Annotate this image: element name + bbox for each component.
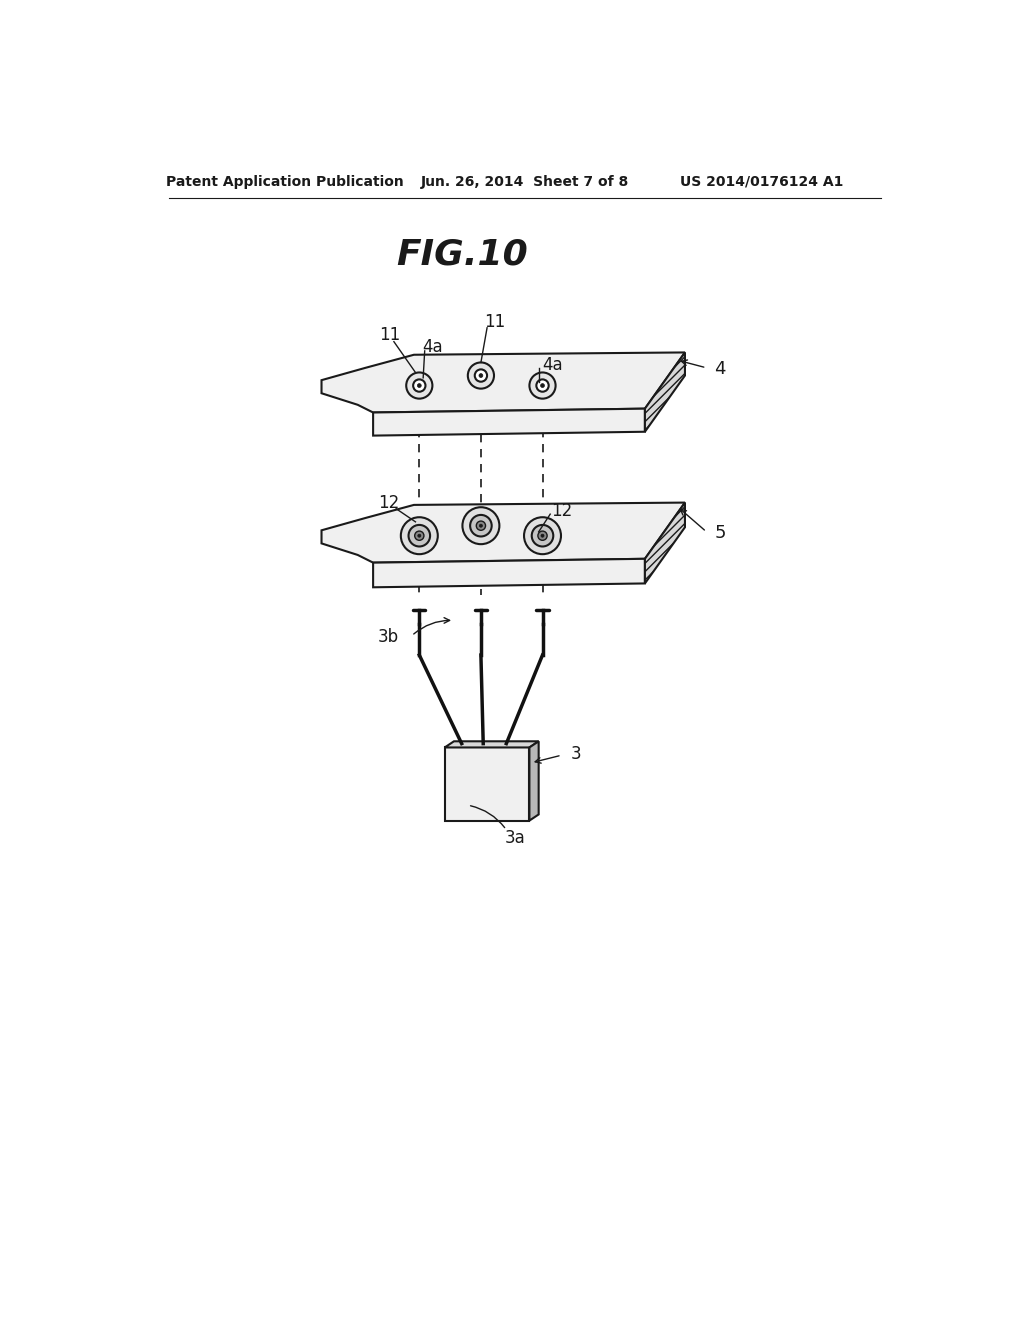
Text: 12: 12	[378, 495, 399, 512]
Polygon shape	[645, 503, 685, 583]
Circle shape	[538, 531, 547, 540]
Circle shape	[463, 507, 500, 544]
Text: FIG.10: FIG.10	[396, 238, 527, 272]
Circle shape	[476, 521, 485, 531]
Circle shape	[418, 535, 421, 537]
Circle shape	[468, 363, 494, 388]
Circle shape	[479, 524, 482, 527]
Circle shape	[541, 384, 545, 388]
Circle shape	[413, 379, 425, 392]
Text: Patent Application Publication: Patent Application Publication	[166, 174, 403, 189]
Text: 11: 11	[484, 313, 506, 330]
Circle shape	[415, 531, 424, 540]
Text: 3b: 3b	[378, 628, 398, 647]
Text: 3: 3	[571, 744, 582, 763]
Polygon shape	[322, 503, 685, 562]
Polygon shape	[645, 352, 685, 432]
Polygon shape	[373, 409, 645, 436]
Polygon shape	[322, 352, 685, 412]
Text: 4a: 4a	[542, 356, 563, 374]
Circle shape	[537, 379, 549, 392]
Text: 4a: 4a	[422, 338, 442, 356]
Circle shape	[409, 525, 430, 546]
Circle shape	[541, 535, 544, 537]
Text: Jun. 26, 2014  Sheet 7 of 8: Jun. 26, 2014 Sheet 7 of 8	[421, 174, 629, 189]
Circle shape	[524, 517, 561, 554]
Polygon shape	[529, 742, 539, 821]
Text: 4: 4	[714, 360, 726, 379]
Polygon shape	[444, 742, 539, 747]
Polygon shape	[373, 558, 645, 587]
Text: 11: 11	[379, 326, 400, 345]
Circle shape	[529, 372, 556, 399]
Circle shape	[531, 525, 553, 546]
Circle shape	[418, 384, 421, 388]
Text: 3a: 3a	[505, 829, 526, 846]
Text: 5: 5	[714, 524, 726, 543]
Circle shape	[407, 372, 432, 399]
Circle shape	[479, 374, 483, 378]
Circle shape	[470, 515, 492, 536]
Text: 12: 12	[551, 502, 572, 520]
Circle shape	[400, 517, 438, 554]
Polygon shape	[444, 747, 529, 821]
Text: US 2014/0176124 A1: US 2014/0176124 A1	[680, 174, 844, 189]
Circle shape	[475, 370, 487, 381]
